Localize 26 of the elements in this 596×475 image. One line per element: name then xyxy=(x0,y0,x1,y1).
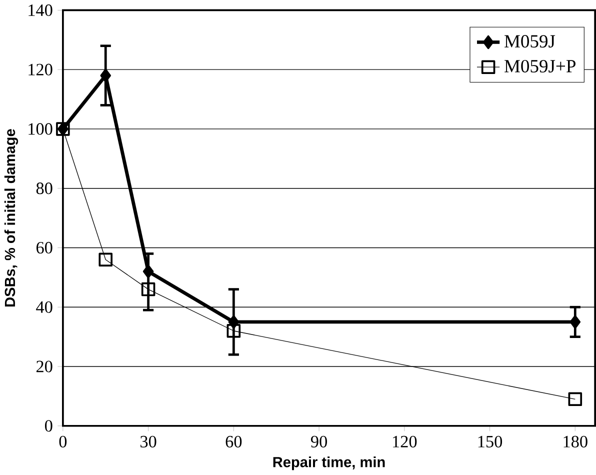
point xyxy=(141,282,156,296)
point xyxy=(568,392,582,406)
legend-label: M059J xyxy=(504,35,556,48)
y-tick-label: 0 xyxy=(45,420,52,432)
legend-label: M059J+P xyxy=(504,60,576,73)
y-tick-label: 80 xyxy=(36,182,52,194)
point xyxy=(226,324,241,338)
y-tick-label: 60 xyxy=(36,242,52,254)
point xyxy=(142,264,154,279)
x-tick-label: 60 xyxy=(226,436,242,448)
x-tick-label: 150 xyxy=(478,436,502,448)
x-axis-title: Repair time, min xyxy=(273,456,385,470)
y-tick-label: 140 xyxy=(28,4,52,16)
y-tick-label: 120 xyxy=(28,64,52,76)
x-tick-label: 180 xyxy=(564,436,588,448)
y-tick-label: 20 xyxy=(36,360,52,373)
x-tick-label: 30 xyxy=(140,436,156,448)
y-tick-label: 100 xyxy=(28,123,52,136)
x-tick-label: 120 xyxy=(393,436,417,448)
point xyxy=(100,68,112,83)
x-tick-label: 90 xyxy=(310,436,327,448)
y-axis-title: DSBs, % of initial damage xyxy=(4,129,18,307)
y-tick-label: 40 xyxy=(36,302,52,314)
x-tick-label: 0 xyxy=(59,436,67,448)
point xyxy=(570,315,581,330)
point xyxy=(98,252,112,267)
